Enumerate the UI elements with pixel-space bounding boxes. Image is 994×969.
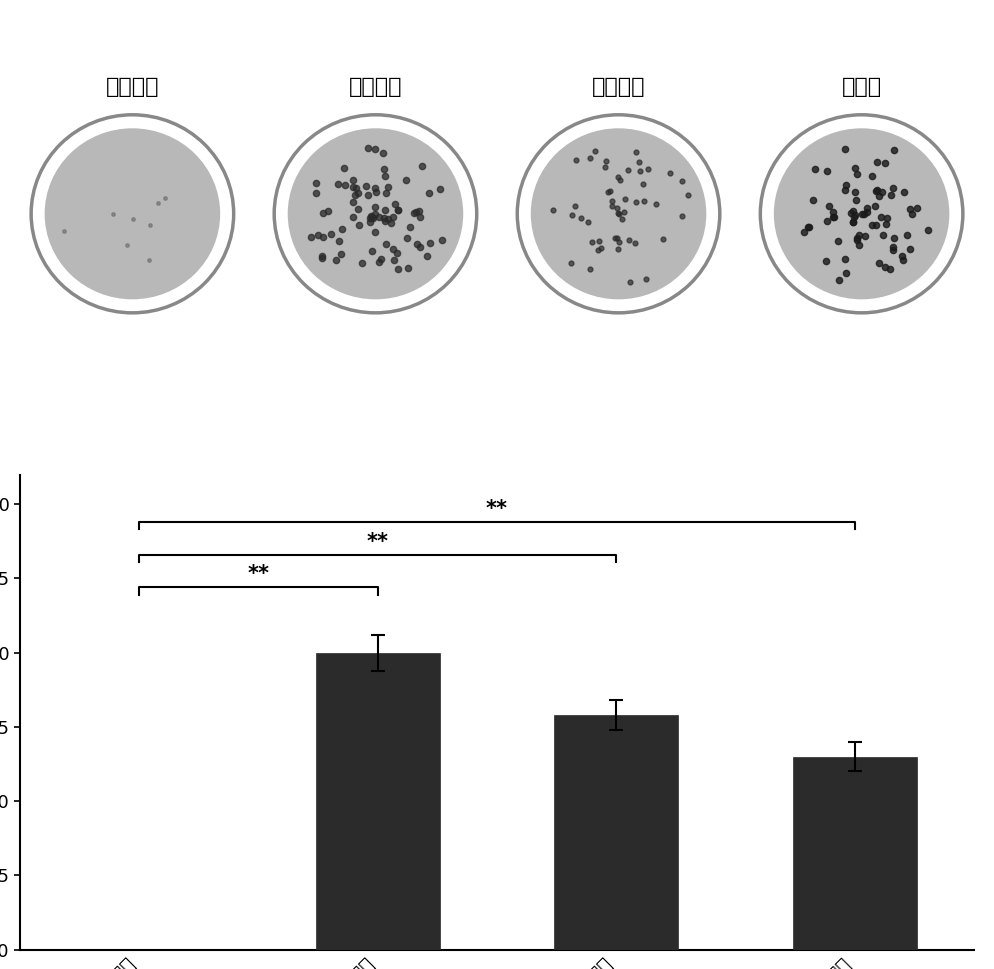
Ellipse shape (287, 128, 463, 299)
Bar (316, 653, 439, 950)
Title: 阳性对照: 阳性对照 (349, 77, 403, 97)
Text: **: ** (367, 532, 389, 551)
Bar (555, 715, 678, 950)
Title: 阴性对照: 阴性对照 (105, 77, 159, 97)
Ellipse shape (45, 128, 221, 299)
Title: 柚皮素: 柚皮素 (842, 77, 882, 97)
Bar (793, 757, 916, 950)
Title: 白杨黄素: 白杨黄素 (591, 77, 645, 97)
Text: **: ** (486, 499, 508, 519)
Ellipse shape (773, 128, 949, 299)
Text: **: ** (248, 564, 269, 584)
Ellipse shape (531, 128, 707, 299)
